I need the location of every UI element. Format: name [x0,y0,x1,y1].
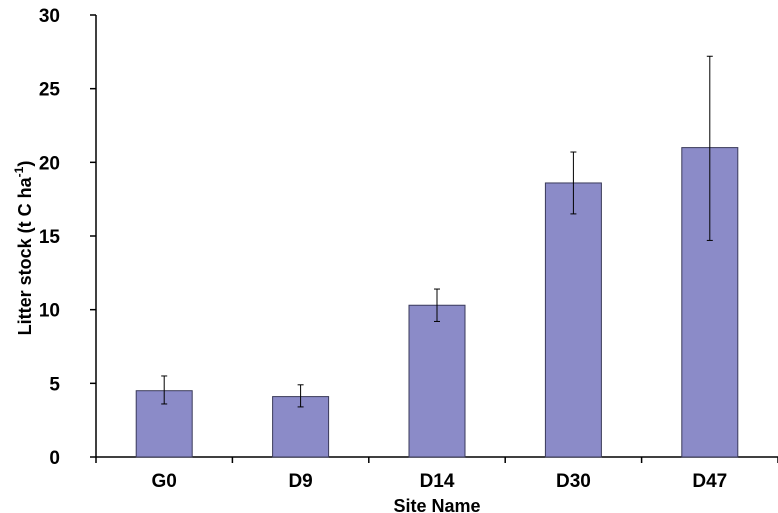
x-tick-label-d14: D14 [420,471,455,492]
y-axis-title-close: ) [15,161,35,167]
y-axis-title: Litter stock (t C ha-1) [12,161,35,336]
y-axis-title-sup: -1 [12,166,26,177]
y-tick-label: 0 [49,448,60,469]
y-tick-label: 20 [39,153,60,174]
x-tick-label-d47: D47 [692,471,727,492]
x-tick-label-d9: D9 [288,471,312,492]
bar-d14 [408,304,466,458]
x-tick-label-g0: G0 [152,471,177,492]
plot-area: 0 5 10 15 20 25 30 G0 D9 D14 D30 D47 [39,6,778,492]
x-tick-label-d30: D30 [556,471,591,492]
bar-d47 [681,147,739,458]
bar-d30 [544,182,602,458]
y-tick-label: 5 [49,374,60,395]
y-tick-label: 10 [39,301,60,322]
x-axis-title: Site Name [393,496,480,513]
y-tick-label: 30 [39,6,60,27]
y-tick-label: 15 [39,227,61,248]
y-axis-title-main: Litter stock (t C ha [15,176,35,335]
y-tick-label: 25 [39,80,61,101]
